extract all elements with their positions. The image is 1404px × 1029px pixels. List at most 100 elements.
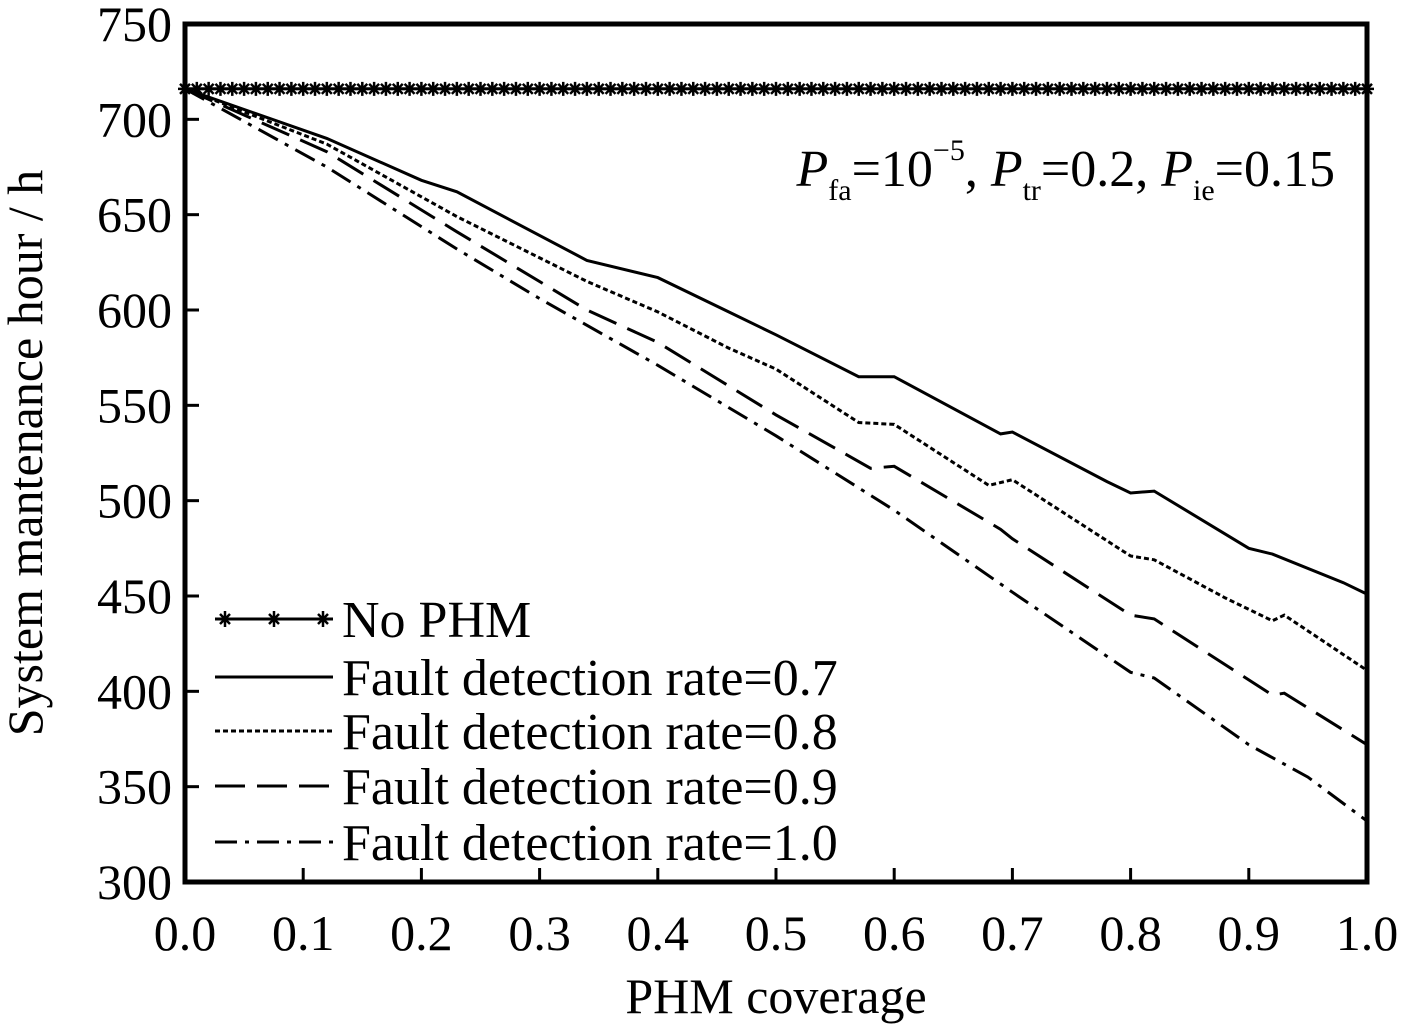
series-marker <box>438 81 453 96</box>
x-axis: 0.0 0.1 0.2 0.3 0.4 0.5 0.6 0.7 0.8 0.9 1.0 <box>154 868 1399 961</box>
series-marker <box>1088 81 1103 96</box>
annot-eq-fa: =10 <box>852 141 933 198</box>
series-marker <box>780 81 795 96</box>
y-tick-label: 500 <box>97 473 172 529</box>
series-marker <box>910 81 925 96</box>
legend-marker <box>267 611 281 627</box>
series-marker <box>887 81 902 96</box>
series-marker <box>272 81 287 96</box>
series-marker <box>946 81 961 96</box>
y-tick-label: 700 <box>97 91 172 147</box>
series-marker <box>225 81 240 96</box>
series-marker <box>1289 81 1304 96</box>
series-marker <box>1300 81 1315 96</box>
series-line <box>184 87 1368 672</box>
annot-p-tr: P <box>990 141 1023 198</box>
series-marker <box>568 81 583 96</box>
legend-label: Fault detection rate=0.9 <box>342 759 838 816</box>
series-marker <box>1206 81 1221 96</box>
annot-sub-ie: ie <box>1193 174 1215 207</box>
series-marker <box>934 81 949 96</box>
series-marker <box>473 81 488 96</box>
y-tick-label: 550 <box>97 377 172 433</box>
series-marker <box>922 81 937 96</box>
legend-marker <box>316 611 330 627</box>
x-tick-label: 1.0 <box>1336 905 1399 961</box>
series-marker <box>520 81 535 96</box>
series-line <box>184 87 1368 823</box>
series-marker <box>1017 81 1032 96</box>
series-marker <box>414 81 429 96</box>
series-marker <box>1135 81 1150 96</box>
series-marker <box>1147 81 1162 96</box>
series-marker <box>1229 81 1244 96</box>
annot-p-fa: P <box>796 141 829 198</box>
x-tick-label: 0.3 <box>508 905 571 961</box>
series-marker <box>745 81 760 96</box>
series-marker <box>993 81 1008 96</box>
series-marker <box>969 81 984 96</box>
series-marker <box>1324 81 1339 96</box>
series-marker <box>319 81 334 96</box>
series-marker <box>1336 81 1351 96</box>
series-marker <box>1005 81 1020 96</box>
series-marker <box>863 81 878 96</box>
series-marker <box>1265 81 1280 96</box>
series-marker <box>757 81 772 96</box>
series-marker <box>343 81 358 96</box>
annot-exponent: −5 <box>933 134 965 167</box>
legend-label: Fault detection rate=0.8 <box>342 704 838 761</box>
annot-eq-tr: =0.2 <box>1041 141 1135 198</box>
series-marker <box>308 81 323 96</box>
series-marker <box>615 81 630 96</box>
series-marker <box>508 81 523 96</box>
series-marker <box>1253 81 1268 96</box>
series-marker <box>1348 81 1363 96</box>
legend-marker <box>218 611 232 627</box>
legend-label: No PHM <box>342 592 531 649</box>
series-marker <box>1159 81 1174 96</box>
annot-sub-fa: fa <box>828 174 851 207</box>
series-marker <box>355 81 370 96</box>
series-marker <box>733 81 748 96</box>
series-marker <box>591 81 606 96</box>
annot-sep-1: , <box>965 141 991 198</box>
legend-label: Fault detection rate=0.7 <box>342 650 838 707</box>
series-marker <box>603 81 618 96</box>
series-marker <box>662 81 677 96</box>
series-line <box>184 87 1368 746</box>
series-marker <box>1064 81 1079 96</box>
series-marker <box>674 81 689 96</box>
y-tick-label: 400 <box>97 663 172 719</box>
series-marker <box>1170 81 1185 96</box>
x-tick-label: 0.5 <box>745 905 808 961</box>
series-marker <box>709 81 724 96</box>
x-tick-label: 0.6 <box>863 905 926 961</box>
series-marker <box>1123 81 1138 96</box>
series-marker <box>875 81 890 96</box>
x-tick-label: 0.7 <box>981 905 1044 961</box>
series-marker <box>579 81 594 96</box>
series-marker <box>544 81 559 96</box>
series-marker <box>1099 81 1114 96</box>
y-tick-label: 600 <box>97 282 172 338</box>
series-marker <box>556 81 571 96</box>
series-marker <box>1277 81 1292 96</box>
y-tick-label: 350 <box>97 759 172 815</box>
series-marker <box>816 81 831 96</box>
series-marker <box>792 81 807 96</box>
series-marker <box>839 81 854 96</box>
y-tick-label: 750 <box>97 0 172 52</box>
series-marker <box>331 81 346 96</box>
series-marker <box>638 81 653 96</box>
series-marker <box>390 81 405 96</box>
series-marker <box>1076 81 1091 96</box>
series-marker <box>1040 81 1055 96</box>
series-marker <box>769 81 783 96</box>
x-tick-label: 0.8 <box>1099 905 1162 961</box>
series-marker <box>981 81 996 96</box>
series-marker <box>899 81 914 96</box>
y-axis: 300 350 400 450 500 550 600 650 700 750 <box>97 0 199 910</box>
